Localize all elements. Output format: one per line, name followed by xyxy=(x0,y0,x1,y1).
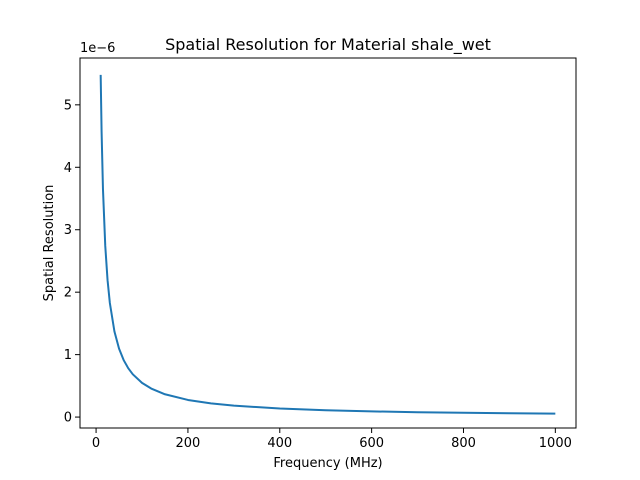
y-tick-label: 2 xyxy=(64,286,72,301)
series-line-0 xyxy=(99,74,556,415)
x-tick-label: 200 xyxy=(176,436,201,451)
y-tick-label: 0 xyxy=(64,411,72,426)
y-axis-label: Spatial Resolution xyxy=(42,185,57,302)
y-tick-label: 5 xyxy=(64,98,72,113)
x-tick-label: 400 xyxy=(267,436,292,451)
axes-frame xyxy=(79,57,577,429)
plot-area: 0 200 400 600 800 1000 0 1 2 3 4 5 xyxy=(64,57,577,451)
chart-title: Spatial Resolution for Material shale_we… xyxy=(165,35,491,55)
x-tick-label: 800 xyxy=(451,436,476,451)
y-tick-label: 3 xyxy=(64,223,72,238)
y-axis-offset-label: 1e−6 xyxy=(80,41,115,56)
x-tick-label: 0 xyxy=(92,436,100,451)
x-tick-label: 1000 xyxy=(539,436,572,451)
y-tick-label: 4 xyxy=(64,161,72,176)
y-tick-label: 1 xyxy=(64,348,72,363)
x-axis-label: Frequency (MHz) xyxy=(273,456,382,471)
x-tick-label: 600 xyxy=(359,436,384,451)
